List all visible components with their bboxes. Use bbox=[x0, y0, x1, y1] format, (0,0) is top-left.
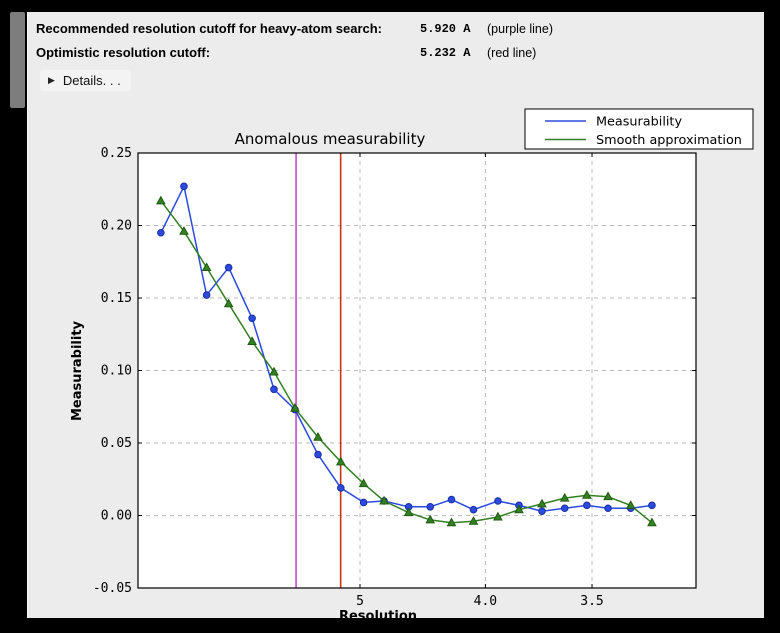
smooth-approximation-point bbox=[156, 195, 166, 205]
smooth-approximation-point bbox=[223, 298, 234, 308]
chart-title: Anomalous measurability bbox=[235, 130, 426, 148]
details-label: Details. . . bbox=[62, 73, 121, 88]
measurability-point bbox=[583, 501, 591, 510]
measurability-point bbox=[248, 314, 256, 323]
smooth-approximation-point bbox=[269, 366, 279, 376]
legend-box bbox=[524, 108, 754, 150]
recommended-cutoff-note: (purple line) bbox=[487, 22, 554, 36]
legend-label: Smooth approximation bbox=[596, 133, 742, 148]
x-tick-label: 3.5 bbox=[580, 594, 603, 609]
smooth-approximation-point bbox=[313, 431, 323, 441]
y-tick-label: 0.10 bbox=[101, 364, 132, 379]
y-tick-label: 0.05 bbox=[101, 436, 132, 451]
optimistic-cutoff-value: 5.232 A bbox=[420, 46, 471, 60]
smooth-approximation-point bbox=[247, 336, 257, 345]
smooth-approximation-point bbox=[468, 516, 479, 525]
smooth-approximation-point bbox=[559, 492, 570, 502]
recommended-cutoff-label: Recommended resolution cutoff for heavy-… bbox=[36, 21, 383, 36]
smooth-approximation-point bbox=[493, 511, 503, 521]
measurability-point bbox=[314, 450, 322, 459]
smooth-approximation-point bbox=[403, 507, 414, 517]
smooth-approximation-point bbox=[201, 262, 212, 272]
smooth-approximation-point bbox=[603, 491, 613, 501]
y-tick-label: 0.25 bbox=[101, 146, 132, 161]
measurability-point bbox=[494, 497, 502, 505]
measurability-point bbox=[426, 503, 435, 511]
measurability-point bbox=[447, 495, 456, 504]
smooth-approximation-point bbox=[179, 226, 189, 235]
y-axis-label: Measurability bbox=[70, 320, 85, 421]
smooth-approximation-point bbox=[379, 495, 389, 505]
optimistic-cutoff-note: (red line) bbox=[487, 46, 537, 60]
measurability-point bbox=[604, 504, 612, 513]
x-tick-label: 5 bbox=[356, 594, 364, 609]
smooth-approximation-point bbox=[582, 489, 592, 499]
vertical-scrollbar[interactable] bbox=[9, 12, 26, 618]
y-tick-label: -0.05 bbox=[93, 581, 132, 596]
measurability-point bbox=[560, 504, 569, 513]
disclosure-triangle-icon: ▶ bbox=[48, 75, 55, 85]
measurability-point bbox=[469, 505, 478, 514]
smooth-approximation-point bbox=[358, 478, 369, 488]
measurability-point bbox=[157, 228, 165, 237]
measurability-point bbox=[538, 507, 546, 515]
measurability-point bbox=[180, 182, 188, 191]
smooth-approximation-point bbox=[514, 504, 524, 514]
y-tick-label: 0.15 bbox=[101, 291, 132, 306]
x-axis-label: Resolution bbox=[339, 609, 417, 624]
x-tick-label: 4.0 bbox=[474, 594, 497, 609]
recommended-cutoff-value: 5.920 A bbox=[420, 22, 471, 36]
smooth-approximation-point bbox=[425, 514, 436, 524]
measurability-point bbox=[359, 498, 368, 507]
smooth-approximation-point bbox=[446, 517, 457, 527]
optimistic-cutoff-label: Optimistic resolution cutoff: bbox=[36, 45, 211, 60]
measurability-point bbox=[337, 484, 345, 492]
smooth-approximation-point bbox=[290, 402, 300, 412]
smooth-approximation-point bbox=[647, 517, 657, 527]
measurability-point bbox=[224, 263, 233, 272]
measurability-point bbox=[202, 291, 211, 299]
measurability-point bbox=[270, 385, 278, 394]
y-tick-label: 0.00 bbox=[101, 509, 132, 524]
smooth-approximation-point bbox=[537, 498, 547, 508]
details-disclosure[interactable]: ▶ Details. . . bbox=[40, 70, 131, 91]
scrollbar-thumb[interactable] bbox=[10, 12, 25, 108]
measurability-point bbox=[648, 501, 656, 510]
legend-label: Measurability bbox=[596, 115, 682, 130]
y-tick-label: 0.20 bbox=[101, 219, 132, 234]
smooth-approximation-point bbox=[625, 500, 636, 509]
smooth-approximation-point bbox=[335, 456, 346, 466]
